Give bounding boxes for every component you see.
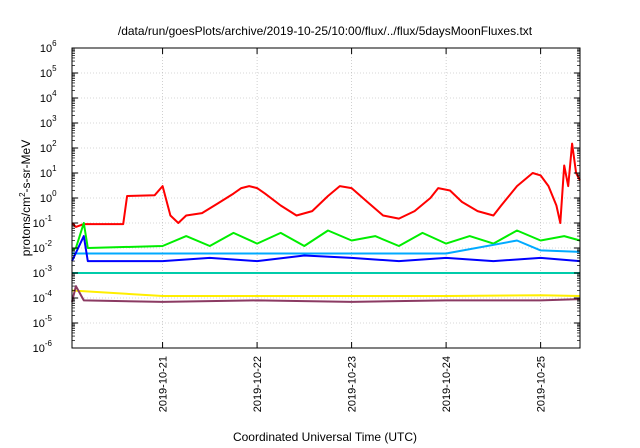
y-tick-exponent: -6	[45, 339, 53, 348]
y-tick-exponent: -2	[45, 239, 53, 248]
x-tick-label: 2019-10-25	[536, 356, 548, 412]
y-axis-label-sup: 2	[18, 192, 27, 197]
y-tick-exponent: -3	[45, 264, 53, 273]
y-tick-label: 104	[40, 89, 57, 105]
y-tick-label: 10-6	[33, 339, 53, 355]
x-tick-label: 2019-10-23	[347, 356, 359, 412]
series-line-4	[71, 235, 581, 263]
y-tick-base: 10	[33, 268, 45, 280]
y-tick-base: 10	[40, 168, 52, 180]
y-tick-label: 106	[40, 39, 57, 55]
series-line-7	[71, 285, 581, 303]
y-tick-exponent: 0	[52, 189, 57, 198]
y-tick-label: 10-1	[33, 214, 53, 230]
grid	[72, 48, 580, 348]
y-tick-base: 10	[33, 243, 45, 255]
y-tick-label: 102	[40, 139, 57, 155]
series-lines	[71, 142, 581, 303]
series-line-3	[72, 239, 581, 255]
x-tick-label: 2019-10-24	[441, 356, 453, 412]
y-tick-base: 10	[40, 193, 52, 205]
y-tick-base: 10	[40, 118, 52, 130]
y-tick-base: 10	[33, 343, 45, 355]
y-tick-base: 10	[40, 93, 52, 105]
y-tick-base: 10	[33, 318, 45, 330]
y-tick-exponent: 3	[52, 114, 57, 123]
y-tick-base: 10	[33, 218, 45, 230]
y-tick-label: 10-2	[33, 239, 53, 255]
y-tick-label: 101	[40, 164, 57, 180]
series-line-6	[71, 289, 581, 297]
chart-title: /data/run/goesPlots/archive/2019-10-25/1…	[118, 24, 533, 38]
y-tick-exponent: 2	[52, 139, 57, 148]
y-tick-base: 10	[40, 43, 52, 55]
x-tick-label: 2019-10-21	[158, 356, 170, 412]
y-axis-label-post: -s-sr-MeV	[19, 140, 33, 193]
y-axis-label: protons/cm2-s-sr-MeV	[18, 140, 33, 256]
y-tick-exponent: -5	[45, 314, 53, 323]
x-tick-label: 2019-10-22	[252, 356, 264, 412]
y-tick-base: 10	[33, 293, 45, 305]
y-tick-exponent: 5	[52, 64, 57, 73]
y-axis: 10-610-510-410-310-210-11001011021031041…	[33, 39, 580, 355]
y-axis-label-pre: protons/cm	[19, 197, 33, 256]
y-tick-label: 10-3	[33, 264, 53, 280]
y-tick-base: 10	[40, 68, 52, 80]
y-tick-base: 10	[40, 143, 52, 155]
y-tick-label: 103	[40, 114, 57, 130]
series-line-1	[71, 142, 581, 228]
x-axis: 2019-10-21 2019-10-22 2019-10-23 2019-10-24…	[158, 48, 548, 412]
y-tick-label: 100	[40, 189, 57, 205]
series-line-2	[71, 222, 581, 252]
y-tick-exponent: 1	[52, 164, 57, 173]
y-tick-exponent: -4	[45, 289, 53, 298]
y-tick-exponent: -1	[45, 214, 53, 223]
y-tick-exponent: 6	[52, 39, 57, 48]
x-axis-label: Coordinated Universal Time (UTC)	[233, 430, 417, 444]
y-tick-exponent: 4	[52, 89, 57, 98]
y-tick-label: 105	[40, 64, 57, 80]
y-tick-label: 10-4	[33, 289, 53, 305]
y-tick-label: 10-5	[33, 314, 53, 330]
